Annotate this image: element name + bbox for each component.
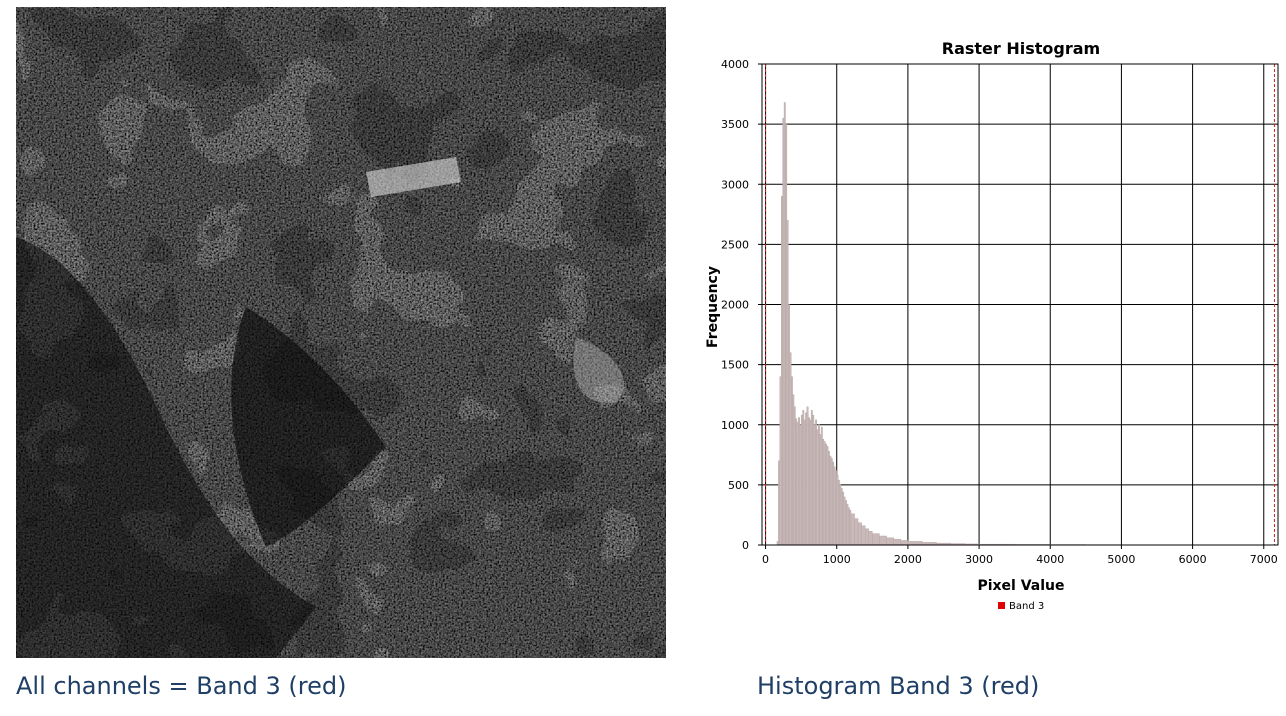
y-tick-label: 1500 xyxy=(721,359,749,372)
histogram-bar xyxy=(802,410,805,546)
histogram-bar xyxy=(808,417,810,546)
y-tick-labels: 0 500 1000 1500 2000 2500 3000 3500 4000 xyxy=(721,58,762,552)
histogram-bar xyxy=(803,419,806,546)
histogram-bar xyxy=(812,414,815,546)
x-tick-label: 6000 xyxy=(1179,553,1207,566)
histogram-bar xyxy=(879,535,887,546)
histogram-bar xyxy=(845,500,847,546)
histogram-bar xyxy=(782,117,785,546)
satellite-grayscale-image xyxy=(16,7,666,658)
histogram-bar xyxy=(857,522,862,546)
histogram-bar xyxy=(837,479,840,546)
histogram-bar xyxy=(864,528,869,546)
histogram-bar xyxy=(900,540,909,546)
x-tick-label: 3000 xyxy=(965,553,993,566)
histogram-bar xyxy=(886,537,894,546)
histogram-bar xyxy=(832,461,835,546)
histogram-bar xyxy=(776,541,779,546)
histogram-bar xyxy=(819,434,822,546)
histogram-bar xyxy=(789,352,792,546)
histogram-bar xyxy=(843,496,846,546)
histogram-bar xyxy=(850,513,855,546)
histogram-bar xyxy=(854,518,859,546)
histogram-svg: Raster Histogram 0 500 1000 1500 2000 2500 300… xyxy=(705,39,1279,612)
histogram-bar xyxy=(779,376,782,546)
histogram-bar xyxy=(820,426,823,546)
histogram-bar xyxy=(868,530,873,546)
histogram-bar xyxy=(846,503,849,546)
histogram-bar xyxy=(842,491,845,546)
x-tick-label: 0 xyxy=(762,553,769,566)
caption-raster: All channels = Band 3 (red) xyxy=(16,672,347,700)
histogram-bar xyxy=(809,419,812,546)
x-tick-label: 2000 xyxy=(894,553,922,566)
histogram-bar xyxy=(805,412,808,546)
y-tick-label: 3000 xyxy=(721,178,749,191)
histogram-bar xyxy=(810,410,813,546)
histogram-bar xyxy=(839,484,842,546)
histogram-bar xyxy=(799,424,802,546)
y-tick-label: 3500 xyxy=(721,118,749,131)
histogram-bar xyxy=(800,414,803,546)
legend-swatch xyxy=(998,602,1005,609)
histogram-bar xyxy=(826,446,829,546)
x-tick-label: 5000 xyxy=(1107,553,1135,566)
histogram-bar xyxy=(907,541,923,546)
histogram-chart: Raster Histogram 0 500 1000 1500 2000 2500 300… xyxy=(700,34,1286,624)
histogram-bar xyxy=(781,196,783,546)
x-tick-label: 1000 xyxy=(823,553,851,566)
histogram-bar xyxy=(790,376,793,546)
x-tick-labels: 0 1000 2000 3000 4000 5000 6000 7000 xyxy=(762,545,1278,566)
x-axis-title: Pixel Value xyxy=(977,578,1064,594)
histogram-bar xyxy=(893,539,901,546)
y-tick-label: 1000 xyxy=(721,419,749,432)
histogram-bar xyxy=(785,123,788,546)
histogram-bar xyxy=(872,533,880,546)
histogram-bar xyxy=(795,418,798,546)
histogram-bar xyxy=(825,443,827,546)
y-tick-label: 500 xyxy=(728,479,749,492)
histogram-bar xyxy=(806,406,809,546)
histogram-bar xyxy=(847,507,850,546)
histogram-bar xyxy=(788,304,790,546)
chart-title: Raster Histogram xyxy=(942,39,1100,58)
caption-histogram: Histogram Band 3 (red) xyxy=(757,672,1040,700)
histogram-bar xyxy=(830,458,833,546)
histogram-bar xyxy=(818,424,820,546)
y-tick-label: 4000 xyxy=(721,58,749,71)
histogram-bar xyxy=(835,470,837,546)
range-markers xyxy=(765,64,1275,545)
histogram-bar xyxy=(796,422,799,546)
histogram-bars xyxy=(776,102,1266,546)
y-axis-title: Frequency xyxy=(705,266,721,348)
histogram-bar xyxy=(798,417,800,546)
histogram-bar xyxy=(827,451,830,546)
histogram-bar xyxy=(793,406,796,546)
histogram-bar xyxy=(823,441,826,546)
histogram-bar xyxy=(815,419,818,546)
histogram-bar xyxy=(861,525,866,546)
histogram-bar xyxy=(833,466,836,546)
y-tick-label: 0 xyxy=(742,539,749,552)
histogram-bar xyxy=(778,460,780,546)
histogram-bar xyxy=(792,394,795,546)
histogram-bar xyxy=(822,438,825,546)
histogram-bar xyxy=(783,102,786,546)
legend-label: Band 3 xyxy=(1009,601,1044,612)
histogram-bar xyxy=(786,220,789,546)
x-tick-label: 4000 xyxy=(1036,553,1064,566)
histogram-bar xyxy=(840,488,843,546)
histogram-bar xyxy=(836,475,839,546)
y-tick-label: 2500 xyxy=(721,238,749,251)
legend: Band 3 xyxy=(998,601,1044,612)
histogram-bar xyxy=(816,429,819,546)
histogram-bar xyxy=(849,509,852,546)
raster-image xyxy=(16,7,666,658)
histogram-bar xyxy=(813,424,816,546)
histogram-bar xyxy=(829,455,832,546)
grid xyxy=(762,63,1278,546)
x-tick-label: 7000 xyxy=(1250,553,1278,566)
y-tick-label: 2000 xyxy=(721,299,749,312)
